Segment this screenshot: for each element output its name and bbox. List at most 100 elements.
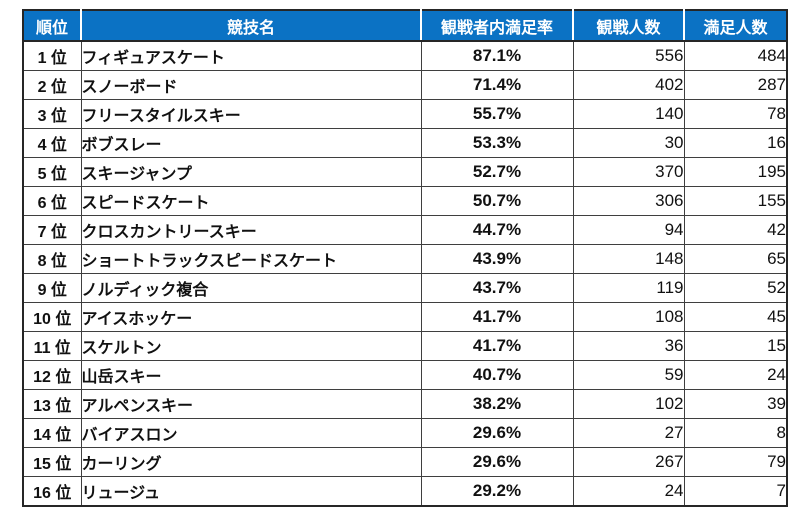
spectator-count-cell: 306 <box>572 186 685 216</box>
sport-name-cell: 山岳スキー <box>80 360 422 390</box>
spectator-count-cell: 148 <box>572 244 685 274</box>
sport-name-cell: アルペンスキー <box>80 389 422 419</box>
satisfied-count-cell: 42 <box>683 215 788 245</box>
table-row: 5 位 スキージャンプ 52.7% 370 195 <box>22 157 788 187</box>
table-row: 12 位 山岳スキー 40.7% 59 24 <box>22 360 788 390</box>
satisfaction-rate-cell: 50.7% <box>420 186 574 216</box>
rank-cell: 10 位 <box>22 302 82 332</box>
spectator-count-cell: 370 <box>572 157 685 187</box>
table-row: 8 位 ショートトラックスピードスケート 43.9% 148 65 <box>22 244 788 274</box>
rank-cell: 8 位 <box>22 244 82 274</box>
rank-cell: 3 位 <box>22 99 82 129</box>
col-header-satisfied-count: 満足人数 <box>683 10 787 42</box>
rank-cell: 9 位 <box>22 273 82 303</box>
sport-name-cell: カーリング <box>80 447 422 477</box>
satisfaction-ranking-table: 順位 競技名 観戦者内満足率 観戦人数 満足人数 1 位 フィギュアスケート 8… <box>22 9 788 507</box>
sport-name-cell: ボブスレー <box>80 128 422 158</box>
table-row: 4 位 ボブスレー 53.3% 30 16 <box>22 128 788 158</box>
table-row: 11 位 スケルトン 41.7% 36 15 <box>22 331 788 361</box>
satisfied-count-cell: 8 <box>683 418 788 448</box>
rank-cell: 2 位 <box>22 70 82 100</box>
sport-name-cell: フリースタイルスキー <box>80 99 422 129</box>
table-row: 14 位 バイアスロン 29.6% 27 8 <box>22 418 788 448</box>
rank-cell: 13 位 <box>22 389 82 419</box>
table-row: 16 位 リュージュ 29.2% 24 7 <box>22 476 788 507</box>
satisfaction-rate-cell: 29.6% <box>420 447 574 477</box>
table-row: 2 位 スノーボード 71.4% 402 287 <box>22 70 788 100</box>
satisfaction-rate-cell: 38.2% <box>420 389 574 419</box>
sport-name-cell: フィギュアスケート <box>80 40 422 71</box>
satisfied-count-cell: 195 <box>683 157 788 187</box>
table-row: 15 位 カーリング 29.6% 267 79 <box>22 447 788 477</box>
rank-cell: 11 位 <box>22 331 82 361</box>
rank-cell: 7 位 <box>22 215 82 245</box>
satisfaction-rate-cell: 44.7% <box>420 215 574 245</box>
sport-name-cell: クロスカントリースキー <box>80 215 422 245</box>
satisfaction-rate-cell: 43.9% <box>420 244 574 274</box>
rank-cell: 12 位 <box>22 360 82 390</box>
satisfied-count-cell: 7 <box>683 476 788 507</box>
satisfaction-rate-cell: 29.2% <box>420 476 574 507</box>
table-row: 6 位 スピードスケート 50.7% 306 155 <box>22 186 788 216</box>
satisfied-count-cell: 65 <box>683 244 788 274</box>
satisfaction-rate-cell: 71.4% <box>420 70 574 100</box>
satisfied-count-cell: 52 <box>683 273 788 303</box>
table-row: 3 位 フリースタイルスキー 55.7% 140 78 <box>22 99 788 129</box>
satisfaction-rate-cell: 87.1% <box>420 40 574 71</box>
satisfied-count-cell: 155 <box>683 186 788 216</box>
satisfied-count-cell: 24 <box>683 360 788 390</box>
sport-name-cell: リュージュ <box>80 476 422 507</box>
spectator-count-cell: 402 <box>572 70 685 100</box>
table-row: 13 位 アルペンスキー 38.2% 102 39 <box>22 389 788 419</box>
rank-cell: 1 位 <box>22 40 82 71</box>
spectator-count-cell: 108 <box>572 302 685 332</box>
rank-cell: 16 位 <box>22 476 82 507</box>
sport-name-cell: スキージャンプ <box>80 157 422 187</box>
satisfied-count-cell: 79 <box>683 447 788 477</box>
satisfaction-rate-cell: 40.7% <box>420 360 574 390</box>
rank-cell: 5 位 <box>22 157 82 187</box>
satisfaction-rate-cell: 41.7% <box>420 331 574 361</box>
table-row: 7 位 クロスカントリースキー 44.7% 94 42 <box>22 215 788 245</box>
spectator-count-cell: 94 <box>572 215 685 245</box>
satisfaction-rate-cell: 52.7% <box>420 157 574 187</box>
col-header-spectator-count: 観戦人数 <box>572 10 684 42</box>
satisfaction-rate-cell: 53.3% <box>420 128 574 158</box>
rank-cell: 6 位 <box>22 186 82 216</box>
spectator-count-cell: 30 <box>572 128 685 158</box>
satisfaction-rate-cell: 43.7% <box>420 273 574 303</box>
header-row: 順位 競技名 観戦者内満足率 観戦人数 満足人数 <box>23 10 787 42</box>
satisfied-count-cell: 15 <box>683 331 788 361</box>
table-row: 10 位 アイスホッケー 41.7% 108 45 <box>22 302 788 332</box>
sport-name-cell: バイアスロン <box>80 418 422 448</box>
sport-name-cell: ショートトラックスピードスケート <box>80 244 422 274</box>
satisfaction-rate-cell: 55.7% <box>420 99 574 129</box>
rank-cell: 4 位 <box>22 128 82 158</box>
spectator-count-cell: 556 <box>572 40 685 71</box>
satisfied-count-cell: 16 <box>683 128 788 158</box>
col-header-sport-name: 競技名 <box>80 10 421 42</box>
col-header-satisfaction-rate: 観戦者内満足率 <box>420 10 573 42</box>
sport-name-cell: スピードスケート <box>80 186 422 216</box>
satisfaction-rate-cell: 29.6% <box>420 418 574 448</box>
satisfied-count-cell: 287 <box>683 70 788 100</box>
sport-name-cell: ノルディック複合 <box>80 273 422 303</box>
satisfied-count-cell: 78 <box>683 99 788 129</box>
rank-cell: 15 位 <box>22 447 82 477</box>
table-row: 9 位 ノルディック複合 43.7% 119 52 <box>22 273 788 303</box>
sport-name-cell: スノーボード <box>80 70 422 100</box>
spectator-count-cell: 140 <box>572 99 685 129</box>
satisfaction-rate-cell: 41.7% <box>420 302 574 332</box>
col-header-rank: 順位 <box>23 10 81 42</box>
spectator-count-cell: 102 <box>572 389 685 419</box>
satisfied-count-cell: 39 <box>683 389 788 419</box>
sport-name-cell: スケルトン <box>80 331 422 361</box>
rank-cell: 14 位 <box>22 418 82 448</box>
satisfied-count-cell: 45 <box>683 302 788 332</box>
spectator-count-cell: 27 <box>572 418 685 448</box>
sport-name-cell: アイスホッケー <box>80 302 422 332</box>
table-row: 1 位 フィギュアスケート 87.1% 556 484 <box>22 40 788 71</box>
spectator-count-cell: 36 <box>572 331 685 361</box>
spectator-count-cell: 267 <box>572 447 685 477</box>
